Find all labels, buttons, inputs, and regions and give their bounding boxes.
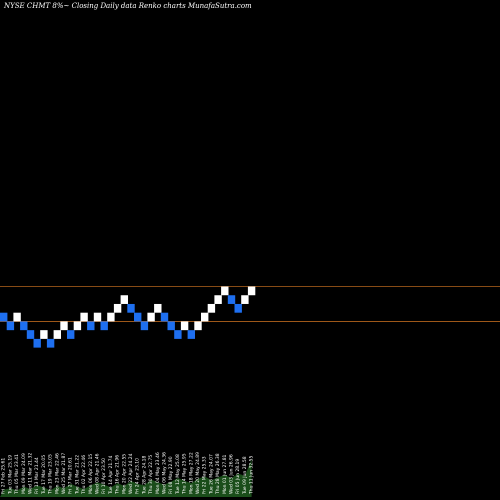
- date-label: Thu 30 Apr 22.75: [148, 455, 154, 495]
- renko-brick: [13, 312, 21, 322]
- date-label: Mon 18 May 27.22: [188, 452, 194, 494]
- date-label: Mon 09 Mar 24.09: [21, 453, 27, 494]
- date-label: Mon 01 Jun 27.81: [222, 454, 228, 494]
- renko-brick: [40, 330, 48, 339]
- renko-brick: [87, 321, 95, 331]
- date-label: Thu 02 Apr 22.46: [81, 455, 87, 495]
- date-label: Mon 04 May 23.46: [155, 452, 161, 494]
- renko-brick: [0, 312, 8, 322]
- date-label: Wed 25 Mar 21.87: [61, 453, 67, 494]
- renko-brick: [26, 330, 35, 339]
- date-label: Fri 24 Apr 23.10: [135, 458, 141, 494]
- date-label: Tue 28 Apr 24.18: [141, 455, 147, 495]
- date-label: Fri 08 May 22.90: [168, 456, 174, 494]
- date-label: Tue 31 Mar 21.22: [74, 455, 80, 495]
- date-label: Wed 20 May 24.89: [195, 452, 201, 494]
- date-label: Fri 10 Apr 23.50: [101, 458, 107, 494]
- date-label: Mon 20 Apr 22.55: [121, 454, 127, 494]
- volume-area: [0, 459, 252, 497]
- renko-brick: [113, 303, 122, 313]
- date-label: Fri 22 May 25.33: [202, 456, 208, 494]
- renko-brick: [180, 321, 189, 331]
- renko-brick: [221, 286, 229, 296]
- renko-brick: [247, 286, 256, 296]
- date-label: Tue 12 May 25.08: [175, 454, 181, 495]
- renko-brick: [241, 295, 249, 304]
- date-label: Tue 03 Mar 25.19: [7, 455, 13, 495]
- renko-brick: [187, 330, 195, 339]
- date-label: Wed 11 Mar 21.32: [28, 453, 34, 494]
- renko-brick: [20, 321, 28, 331]
- date-label: Thu 14 May 25.95: [182, 453, 188, 495]
- date-label: Fri 27 Feb 25.61: [1, 458, 7, 494]
- renko-brick: [134, 312, 142, 322]
- renko-brick: [201, 312, 209, 322]
- date-label: Fri 13 Mar 21.44: [34, 457, 40, 494]
- renko-brick: [60, 321, 68, 331]
- date-label: Thu 05 Mar 23.41: [14, 454, 20, 495]
- renko-brick: [93, 312, 102, 322]
- renko-brick: [46, 338, 55, 348]
- date-label: Fri 05 Jun 28.19: [235, 459, 241, 494]
- renko-brick: [53, 330, 61, 339]
- renko-brick: [147, 312, 155, 322]
- renko-brick: [234, 303, 242, 313]
- renko-brick: [227, 295, 236, 304]
- date-label: Thu 28 May 26.38: [215, 453, 221, 495]
- date-label: Mon 23 Mar 22.46: [54, 453, 60, 494]
- date-label: Tue 26 May 24.07: [208, 454, 214, 495]
- date-label: Wed 06 May 24.36: [162, 452, 168, 494]
- date-label: Thu 16 Apr 21.96: [115, 455, 121, 495]
- date-label: Wed 22 Apr 24.24: [128, 453, 134, 494]
- date-label: Tue 09 Jun 28.58: [242, 456, 248, 495]
- renko-brick: [154, 303, 162, 313]
- renko-brick: [207, 303, 216, 313]
- date-label: Tue 14 Apr 21.74: [108, 455, 114, 495]
- renko-brick: [107, 312, 115, 322]
- renko-brick: [174, 330, 182, 339]
- date-label: Tue 17 Mar 20.05: [41, 455, 47, 495]
- renko-brick: [73, 321, 82, 331]
- renko-brick: [80, 312, 88, 322]
- date-label: Wed 03 Jun 26.96: [229, 454, 235, 494]
- renko-brick: [160, 312, 169, 322]
- date-label: Fri 27 Mar 20.61: [68, 457, 74, 494]
- renko-brick: [214, 295, 222, 304]
- renko-brick: [127, 303, 135, 313]
- renko-brick: [33, 338, 41, 348]
- renko-brick: [140, 321, 149, 331]
- renko-brick: [167, 321, 175, 331]
- chart-title: NYSE CHMT 8%~ Closing Daily data Renko c…: [4, 2, 252, 10]
- date-label: Thu 11 Jun 32.55: [249, 455, 255, 495]
- renko-brick: [6, 321, 15, 331]
- date-label: Wed 08 Apr 21.46: [95, 453, 101, 494]
- renko-brick: [100, 321, 108, 331]
- renko-brick: [67, 330, 75, 339]
- renko-brick: [194, 321, 202, 331]
- date-label: Mon 06 Apr 22.15: [88, 454, 94, 494]
- date-label: Thu 19 Mar 23.05: [48, 454, 54, 495]
- renko-brick: [120, 295, 128, 304]
